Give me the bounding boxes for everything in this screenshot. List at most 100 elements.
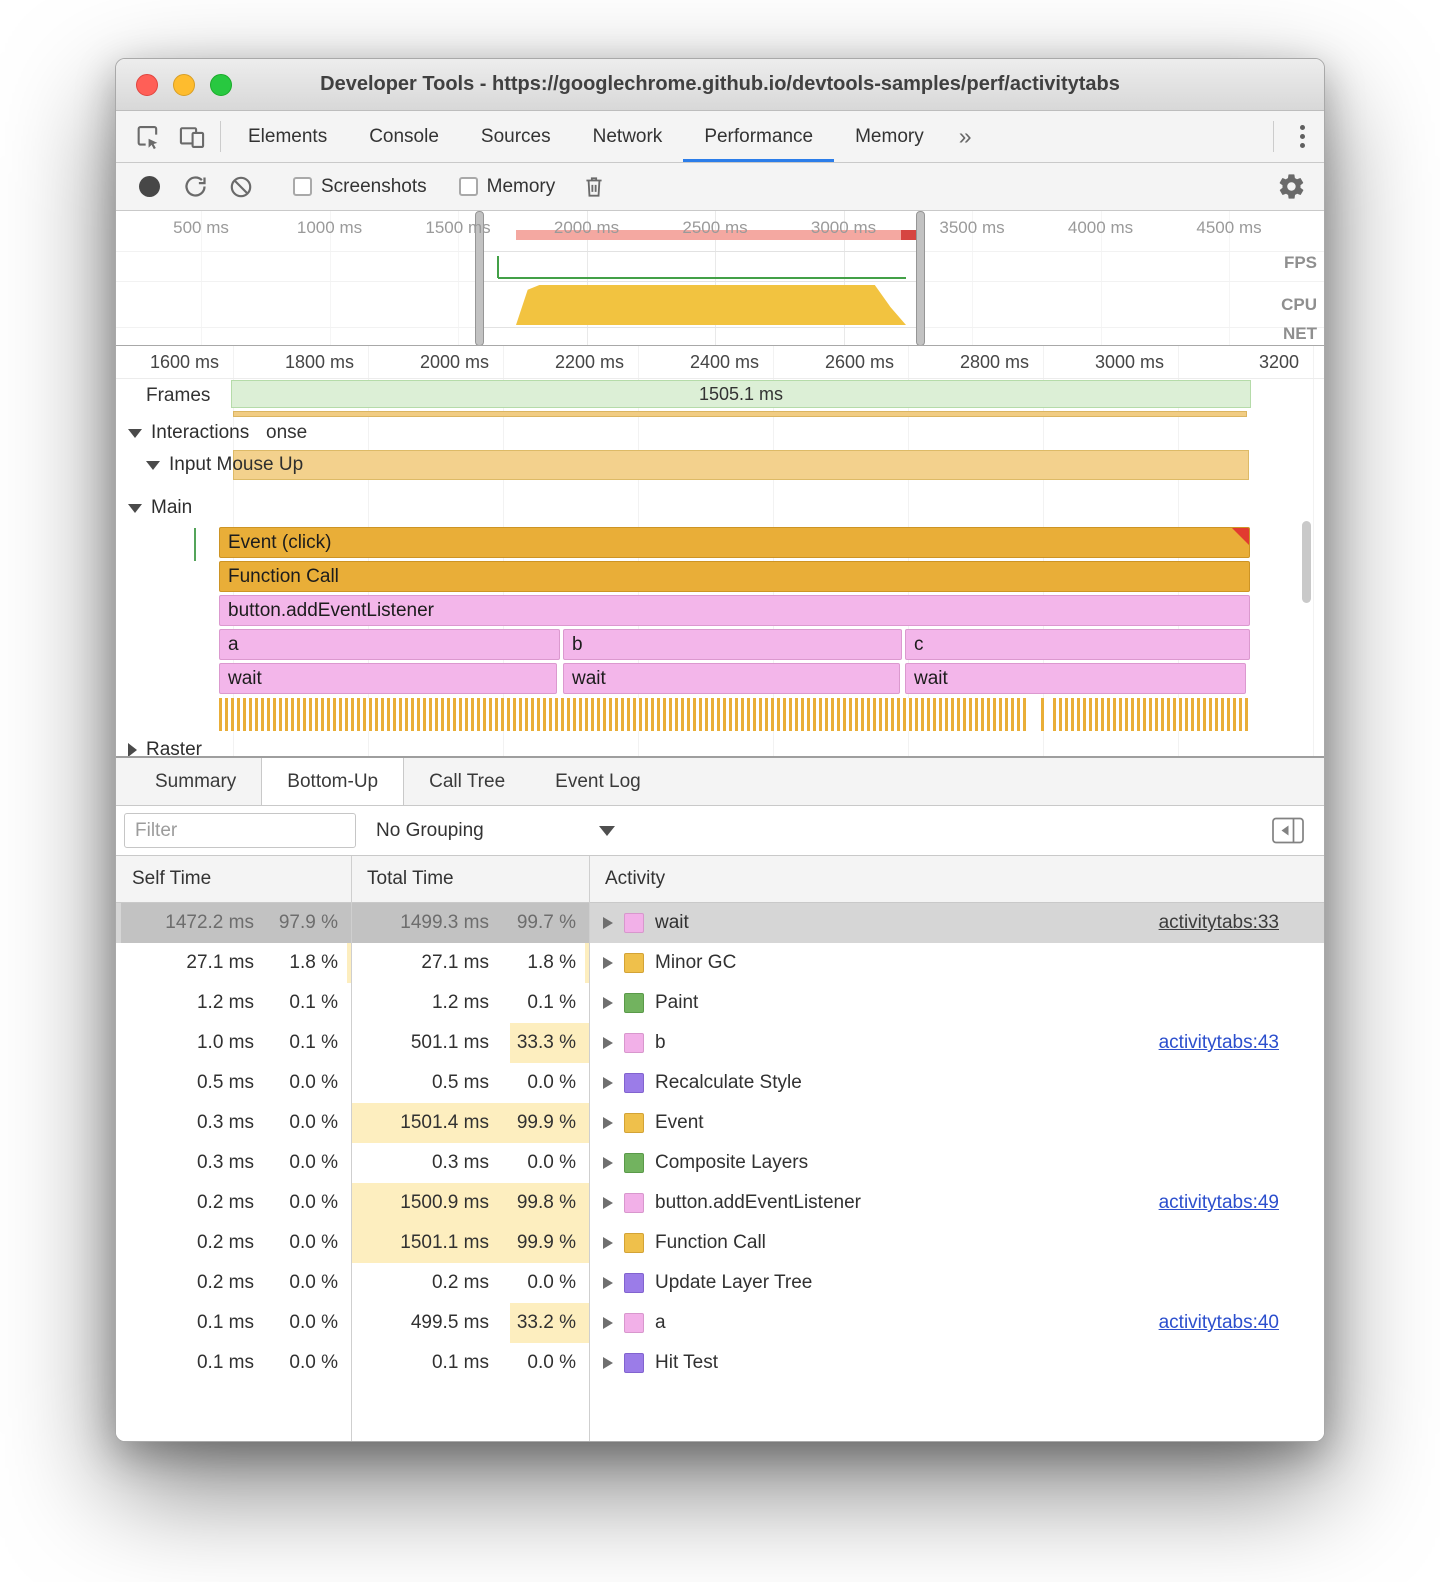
activity-cell[interactable]: wait activitytabs:33 <box>589 903 1324 943</box>
filter-input[interactable] <box>124 813 356 848</box>
flame-bar-wait-3[interactable]: wait <box>905 663 1246 694</box>
expand-triangle-icon[interactable] <box>603 1117 613 1129</box>
expand-triangle-icon[interactable] <box>603 1237 613 1249</box>
expand-triangle-icon[interactable] <box>128 743 137 756</box>
tab-performance[interactable]: Performance <box>683 111 834 162</box>
tab-bottom-up[interactable]: Bottom-Up <box>261 758 405 805</box>
activity-cell[interactable]: button.addEventListener activitytabs:49 <box>589 1183 1324 1223</box>
tab-console[interactable]: Console <box>369 125 439 147</box>
input-mouse-up-header[interactable]: Input Mouse Up <box>146 454 303 476</box>
vertical-scrollbar[interactable] <box>1302 521 1311 603</box>
tab-summary[interactable]: Summary <box>155 770 237 792</box>
activity-cell[interactable]: Composite Layers <box>589 1143 1324 1183</box>
expand-triangle-icon[interactable] <box>603 1277 613 1289</box>
expand-triangle-icon[interactable] <box>603 1197 613 1209</box>
flame-bar-b[interactable]: b <box>563 629 902 660</box>
source-location-link[interactable]: activitytabs:40 <box>1158 1312 1279 1333</box>
checkbox-icon[interactable] <box>458 177 478 196</box>
heaviest-stack-toggle-icon[interactable] <box>1272 817 1304 844</box>
titlebar[interactable]: Developer Tools - https://googlechrome.g… <box>116 59 1324 111</box>
timeline-detail[interactable]: 1600 ms 1800 ms 2000 ms 2200 ms 2400 ms 2600 … <box>116 346 1324 758</box>
expand-triangle-icon[interactable] <box>603 1357 613 1369</box>
table-row[interactable]: 1.0 ms 0.1 % 501.1 ms 33.3 % b activitytabs:4… <box>116 1023 1324 1063</box>
tab-sources[interactable]: Sources <box>480 125 551 147</box>
table-row[interactable]: 0.3 ms 0.0 % 1501.4 ms 99.9 % Event <box>116 1103 1324 1143</box>
table-row[interactable]: 0.2 ms 0.0 % 1501.1 ms 99.9 % Function Call <box>116 1223 1324 1263</box>
flame-bar-event-click[interactable]: Event (click) <box>219 527 1250 558</box>
flame-bar-a[interactable]: a <box>219 629 560 660</box>
collapse-triangle-icon[interactable] <box>146 460 160 470</box>
table-row[interactable]: 1472.2 ms 97.9 % 1499.3 ms 99.7 % wait activi… <box>116 903 1324 943</box>
collapse-triangle-icon[interactable] <box>128 503 142 513</box>
selection-handle-left[interactable] <box>475 211 484 345</box>
table-row[interactable]: 1.2 ms 0.1 % 1.2 ms 0.1 % Paint <box>116 983 1324 1023</box>
table-row[interactable]: 0.2 ms 0.0 % 0.2 ms 0.0 % Update Layer Tree <box>116 1263 1324 1303</box>
frame-bar[interactable]: 1505.1 ms <box>231 380 1251 408</box>
minimize-window-button[interactable] <box>173 74 195 96</box>
activity-cell[interactable]: b activitytabs:43 <box>589 1023 1324 1063</box>
reload-and-profile-icon[interactable] <box>172 163 218 210</box>
table-row[interactable]: 0.3 ms 0.0 % 0.3 ms 0.0 % Composite Layers <box>116 1143 1324 1183</box>
tab-network[interactable]: Network <box>592 125 663 147</box>
selection-handle-right[interactable] <box>916 211 925 345</box>
flame-bar-add-event-listener[interactable]: button.addEventListener <box>219 595 1250 626</box>
flame-bar-wait-2[interactable]: wait <box>563 663 900 694</box>
activity-cell[interactable]: Paint <box>589 983 1324 1023</box>
checkbox-icon[interactable] <box>293 177 312 196</box>
table-row[interactable]: 27.1 ms 1.8 % 27.1 ms 1.8 % Minor GC <box>116 943 1324 983</box>
activity-cell[interactable]: Minor GC <box>589 943 1324 983</box>
kebab-menu-icon[interactable] <box>1280 111 1324 162</box>
self-time-header[interactable]: Self Time <box>132 868 212 889</box>
flame-bar-wait-1[interactable]: wait <box>219 663 557 694</box>
tab-memory[interactable]: Memory <box>855 125 924 147</box>
settings-gear-icon[interactable] <box>1268 163 1314 210</box>
micro-tasks-strip[interactable] <box>219 698 1250 731</box>
raster-track-header[interactable]: Raster <box>128 739 202 756</box>
activity-cell[interactable]: Event <box>589 1103 1324 1143</box>
activity-cell[interactable]: Function Call <box>589 1223 1324 1263</box>
expand-triangle-icon[interactable] <box>603 917 613 929</box>
timeline-overview[interactable]: 500 ms 1000 ms 1500 ms 2000 ms 2500 ms 3000 m… <box>116 211 1324 346</box>
total-time-header[interactable]: Total Time <box>367 868 454 889</box>
expand-triangle-icon[interactable] <box>603 1317 613 1329</box>
activity-cell[interactable]: Update Layer Tree <box>589 1263 1324 1303</box>
zoom-window-button[interactable] <box>210 74 232 96</box>
clear-icon[interactable] <box>218 163 264 210</box>
source-location-link[interactable]: activitytabs:49 <box>1158 1192 1279 1213</box>
expand-triangle-icon[interactable] <box>603 1077 613 1089</box>
tab-call-tree[interactable]: Call Tree <box>429 770 506 792</box>
main-track-header[interactable]: Main <box>128 497 192 519</box>
flame-bar-c[interactable]: c <box>905 629 1250 660</box>
activity-cell[interactable]: a activitytabs:40 <box>589 1303 1324 1343</box>
grouping-dropdown[interactable]: No Grouping <box>376 820 615 842</box>
flame-bar-function-call[interactable]: Function Call <box>219 561 1250 592</box>
timeline-tick-label: 2000 ms <box>419 352 489 372</box>
inspect-element-icon[interactable] <box>126 111 170 162</box>
activity-cell[interactable]: Recalculate Style <box>589 1063 1324 1103</box>
interactions-track-header[interactable]: Interactions <box>128 422 249 444</box>
expand-triangle-icon[interactable] <box>603 997 613 1009</box>
response-bar[interactable] <box>233 411 1247 417</box>
device-toolbar-icon[interactable] <box>170 111 214 162</box>
table-row[interactable]: 0.1 ms 0.0 % 0.1 ms 0.0 % Hit Test <box>116 1343 1324 1383</box>
more-tabs-button[interactable]: » <box>958 123 972 149</box>
input-mouse-up-bar[interactable] <box>233 450 1249 480</box>
collapse-triangle-icon[interactable] <box>128 428 142 438</box>
record-button[interactable] <box>126 163 172 210</box>
source-location-link[interactable]: activitytabs:43 <box>1158 1032 1279 1053</box>
expand-triangle-icon[interactable] <box>603 1037 613 1049</box>
trash-icon[interactable] <box>571 163 617 210</box>
memory-checkbox[interactable]: Memory <box>458 176 555 198</box>
activity-header[interactable]: Activity <box>605 868 666 889</box>
screenshots-checkbox[interactable]: Screenshots <box>293 176 427 198</box>
expand-triangle-icon[interactable] <box>603 957 613 969</box>
source-location-link[interactable]: activitytabs:33 <box>1158 912 1279 933</box>
expand-triangle-icon[interactable] <box>603 1157 613 1169</box>
table-row[interactable]: 0.5 ms 0.0 % 0.5 ms 0.0 % Recalculate Style <box>116 1063 1324 1103</box>
tab-elements[interactable]: Elements <box>248 125 328 147</box>
table-row[interactable]: 0.2 ms 0.0 % 1500.9 ms 99.8 % button.addEven… <box>116 1183 1324 1223</box>
tab-event-log[interactable]: Event Log <box>555 770 641 792</box>
activity-cell[interactable]: Hit Test <box>589 1343 1324 1383</box>
table-row[interactable]: 0.1 ms 0.0 % 499.5 ms 33.2 % a activitytabs:4… <box>116 1303 1324 1343</box>
close-window-button[interactable] <box>136 74 158 96</box>
